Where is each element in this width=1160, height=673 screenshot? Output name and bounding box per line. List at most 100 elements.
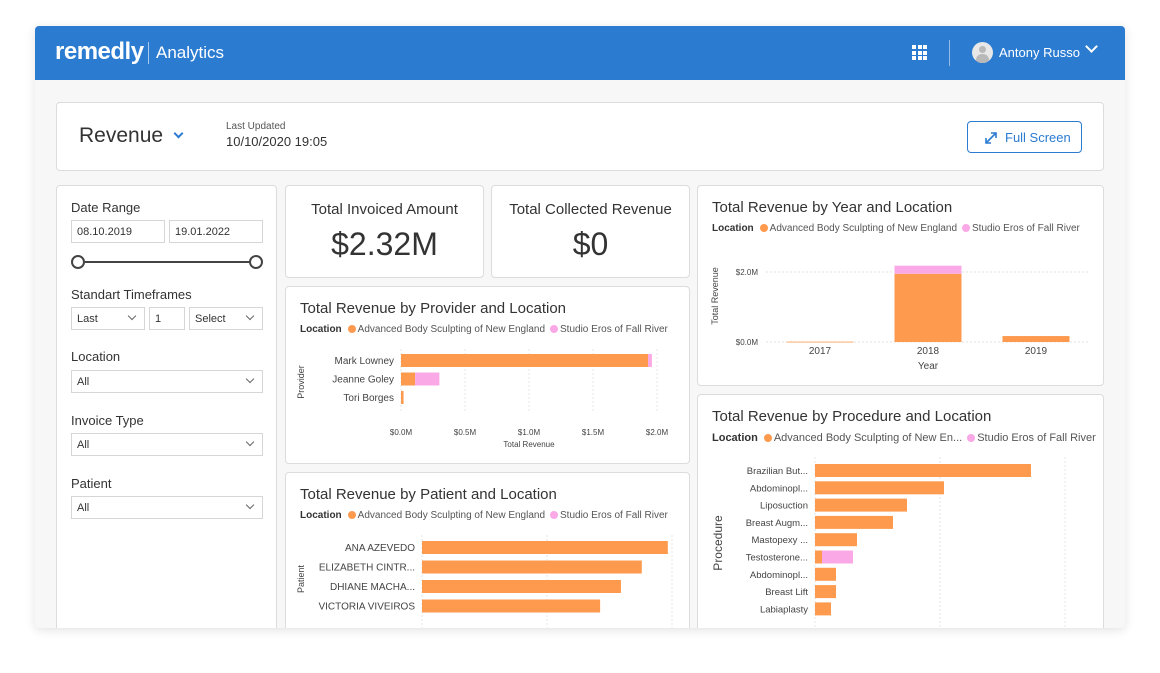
timeframe-count-input[interactable]: 1 bbox=[149, 307, 185, 330]
location-label: Location bbox=[71, 349, 121, 364]
location-value: All bbox=[77, 376, 90, 388]
bar-abs[interactable] bbox=[786, 341, 854, 343]
bar-abs[interactable] bbox=[401, 354, 649, 367]
timeframe-mode-select[interactable]: Last bbox=[71, 307, 145, 330]
year-chart-card[interactable]: Total Revenue by Year and Location Locat… bbox=[697, 185, 1104, 386]
location-select[interactable]: All bbox=[71, 370, 263, 393]
timeframe-count-value: 1 bbox=[155, 313, 162, 325]
kpi-invoiced[interactable]: Total Invoiced Amount $2.32M bbox=[285, 185, 484, 278]
bar-ser[interactable] bbox=[415, 372, 440, 386]
category-label: Jeanne Goley bbox=[332, 375, 394, 386]
legend-ser: Studio Eros of Fall River bbox=[977, 432, 1096, 444]
legend-title: Location bbox=[712, 223, 754, 234]
x-tick-label: $0.0M bbox=[390, 428, 413, 437]
patient-select[interactable]: All bbox=[71, 496, 263, 519]
procedure-chart[interactable]: Brazilian But... Abdominopl... Liposuction… bbox=[698, 395, 1104, 628]
bar-ser[interactable] bbox=[822, 550, 853, 564]
x-tick-label: 2019 bbox=[1025, 346, 1048, 357]
legend-dot-abs bbox=[759, 224, 768, 232]
x-tick-label: $2.0M bbox=[646, 428, 669, 437]
category-label: Abdominopl... bbox=[750, 483, 808, 494]
x-tick-label: 2017 bbox=[809, 346, 832, 357]
legend-title: Location bbox=[712, 432, 758, 444]
chevron-down-icon[interactable] bbox=[1085, 40, 1098, 53]
date-range-slider-track[interactable] bbox=[78, 261, 256, 263]
last-updated-label: Last Updated bbox=[226, 121, 286, 132]
provider-chart-card[interactable]: Total Revenue by Provider and Location L… bbox=[285, 286, 690, 464]
legend-ser: Studio Eros of Fall River bbox=[972, 223, 1080, 234]
bar-abs[interactable] bbox=[815, 481, 944, 495]
filter-panel: Date Range 08.10.2019 19.01.2022 Standar… bbox=[56, 185, 277, 628]
legend-title: Location bbox=[300, 324, 342, 335]
date-end-input[interactable]: 19.01.2022 bbox=[169, 220, 263, 243]
invoice-type-label: Invoice Type bbox=[71, 413, 144, 428]
chevron-down-icon bbox=[245, 500, 255, 510]
timeframes-label: Standart Timeframes bbox=[71, 287, 192, 302]
timeframe-unit-select[interactable]: Select bbox=[189, 307, 263, 330]
legend-dot-abs bbox=[347, 511, 356, 519]
full-screen-button[interactable]: Full Screen bbox=[967, 121, 1082, 153]
brand-logo[interactable]: remedly bbox=[55, 38, 144, 65]
year-chart[interactable]: $0.0M $2.0M 2017 2018 2019 Year Total Revenue bbox=[698, 186, 1104, 386]
legend-dot-ser bbox=[550, 511, 559, 519]
patient-chart-title: Total Revenue by Patient and Location bbox=[300, 486, 557, 503]
x-axis-label: Total Revenue bbox=[503, 440, 555, 449]
y-tick-label: $2.0M bbox=[736, 268, 759, 277]
chevron-down-icon bbox=[245, 437, 255, 447]
brand-subtitle: Analytics bbox=[156, 43, 225, 62]
bar-abs[interactable] bbox=[422, 541, 668, 554]
patient-label: Patient bbox=[71, 476, 112, 491]
bar-abs[interactable] bbox=[815, 515, 893, 529]
patient-chart[interactable]: ANA AZEVEDO ELIZABETH CINTR... DHIANE MACH… bbox=[286, 473, 690, 628]
date-end-value: 19.01.2022 bbox=[175, 226, 231, 238]
legend-abs: Advanced Body Sculpting of New England bbox=[357, 324, 546, 335]
category-label: Mastopexy ... bbox=[752, 535, 809, 546]
bar-abs[interactable] bbox=[815, 567, 836, 581]
category-label: ANA AZEVEDO bbox=[345, 543, 415, 554]
bar-abs[interactable] bbox=[401, 391, 404, 404]
bar-abs[interactable] bbox=[815, 550, 822, 564]
category-label: Liposuction bbox=[760, 501, 808, 512]
patient-value: All bbox=[77, 502, 90, 514]
invoice-type-value: All bbox=[77, 439, 90, 451]
procedure-chart-card[interactable]: Total Revenue by Procedure and Location … bbox=[697, 394, 1104, 628]
bar-abs[interactable] bbox=[815, 533, 857, 547]
kpi-collected-title: Total Collected Revenue bbox=[509, 201, 672, 218]
legend-dot-ser bbox=[967, 434, 976, 442]
bar-ser[interactable] bbox=[894, 265, 962, 274]
provider-chart[interactable]: Mark Lowney Jeanne Goley Tori Borges $0.0M $… bbox=[286, 287, 690, 464]
bar-abs[interactable] bbox=[401, 372, 416, 386]
bar-abs[interactable] bbox=[815, 464, 1031, 477]
date-range-start-handle[interactable] bbox=[71, 255, 85, 269]
bar-abs[interactable] bbox=[815, 602, 831, 616]
bar-abs[interactable] bbox=[894, 273, 962, 342]
bar-abs[interactable] bbox=[815, 498, 907, 512]
timeframe-mode-value: Last bbox=[77, 313, 98, 325]
bar-abs[interactable] bbox=[815, 585, 836, 599]
legend-title: Location bbox=[300, 510, 342, 521]
bar-ser[interactable] bbox=[648, 354, 652, 367]
page-title[interactable]: Revenue bbox=[79, 124, 164, 147]
chevron-down-icon[interactable] bbox=[173, 128, 184, 139]
avatar[interactable] bbox=[972, 42, 993, 63]
last-updated-value: 10/10/2020 19:05 bbox=[226, 134, 328, 149]
y-axis-label: Procedure bbox=[711, 515, 725, 571]
kpi-collected[interactable]: Total Collected Revenue $0 bbox=[491, 185, 690, 278]
apps-grid-icon[interactable] bbox=[912, 45, 927, 60]
bar-abs[interactable] bbox=[1002, 336, 1070, 342]
bar-abs[interactable] bbox=[422, 560, 642, 574]
category-label: Breast Augm... bbox=[746, 518, 808, 529]
date-range-end-handle[interactable] bbox=[249, 255, 263, 269]
date-start-value: 08.10.2019 bbox=[77, 226, 133, 238]
user-name[interactable]: Antony Russo bbox=[999, 45, 1080, 60]
kpi-collected-value: $0 bbox=[572, 226, 609, 262]
chevron-down-icon bbox=[245, 311, 255, 321]
patient-chart-card[interactable]: Total Revenue by Patient and Location Lo… bbox=[285, 472, 690, 628]
category-label: Tori Borges bbox=[343, 393, 394, 404]
invoice-type-select[interactable]: All bbox=[71, 433, 263, 456]
x-tick-label: $1.0M bbox=[518, 428, 541, 437]
date-start-input[interactable]: 08.10.2019 bbox=[71, 220, 165, 243]
bar-abs[interactable] bbox=[422, 599, 601, 613]
bar-abs[interactable] bbox=[422, 580, 621, 593]
legend-dot-abs bbox=[347, 325, 356, 333]
